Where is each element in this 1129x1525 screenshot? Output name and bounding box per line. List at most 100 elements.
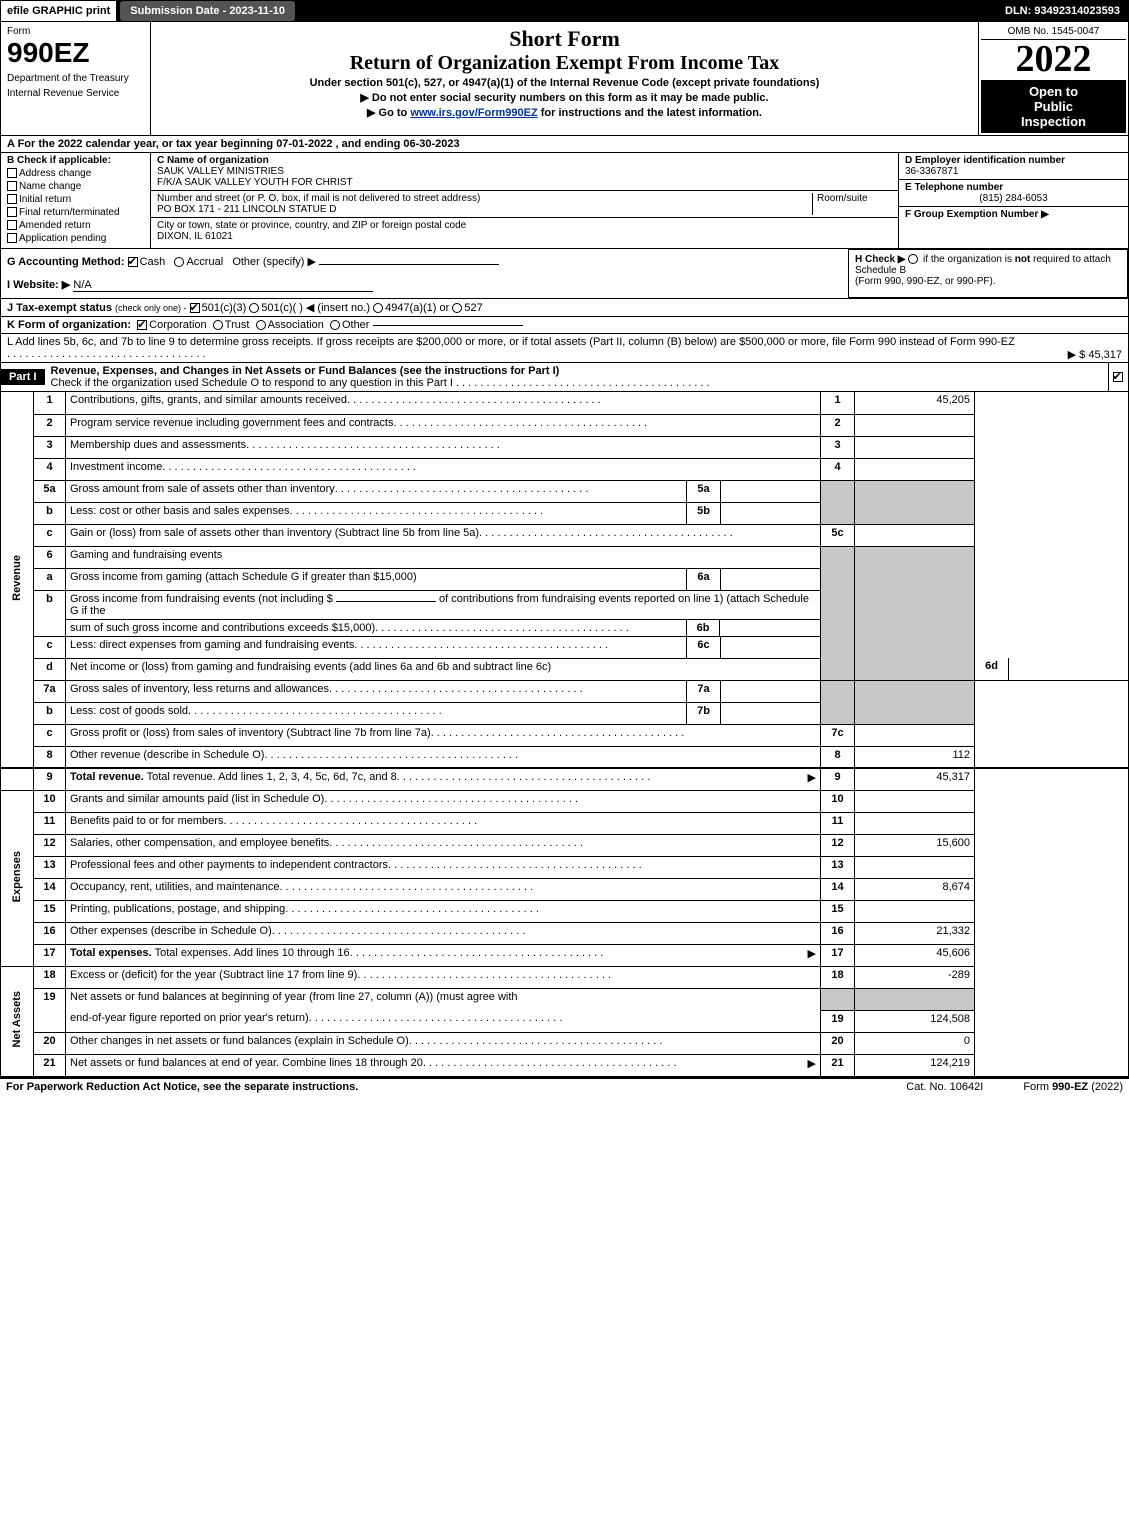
chk-amended-return[interactable]: Amended return: [7, 220, 144, 231]
line-6: 6 Gaming and fundraising events: [1, 546, 1129, 568]
submission-date: Submission Date - 2023-11-10: [120, 1, 295, 21]
val-11: [855, 812, 975, 834]
short-form-title: Short Form: [157, 26, 972, 52]
revenue-label: Revenue: [1, 392, 34, 768]
line-19b: end-of-year figure reported on prior yea…: [1, 1010, 1129, 1032]
chk-name-change[interactable]: Name change: [7, 181, 144, 192]
col-c-org: C Name of organization SAUK VALLEY MINIS…: [151, 153, 898, 248]
chk-association[interactable]: [256, 320, 266, 330]
val-19: 124,508: [855, 1010, 975, 1032]
chk-accrual[interactable]: [174, 257, 184, 267]
footer-cat: Cat. No. 10642I: [906, 1081, 983, 1093]
val-20: 0: [855, 1032, 975, 1054]
dept-treasury: Department of the Treasury: [7, 73, 144, 84]
open-l1: Open to: [985, 84, 1122, 99]
col-c-label: C Name of organization: [157, 155, 892, 166]
col-g-i: G Accounting Method: Cash Accrual Other …: [1, 249, 848, 298]
chk-application-pending[interactable]: Application pending: [7, 233, 144, 244]
val-6d: [1009, 658, 1129, 680]
part-1-label: Part I: [1, 369, 45, 385]
line-l: L Add lines 5b, 6c, and 7b to line 9 to …: [0, 334, 1129, 363]
chk-initial-return[interactable]: Initial return: [7, 194, 144, 205]
form-header: Form 990EZ Department of the Treasury In…: [0, 22, 1129, 136]
col-de: D Employer identification number 36-3367…: [898, 153, 1128, 248]
line-13: 13 Professional fees and other payments …: [1, 856, 1129, 878]
org-name-2: F/K/A SAUK VALLEY YOUTH FOR CHRIST: [157, 177, 892, 188]
line-8: 8 Other revenue (describe in Schedule O)…: [1, 746, 1129, 768]
header-center: Short Form Return of Organization Exempt…: [151, 22, 978, 135]
lines-table: Revenue 1 Contributions, gifts, grants, …: [0, 392, 1129, 1077]
val-2: [855, 414, 975, 436]
line-10: Expenses 10 Grants and similar amounts p…: [1, 790, 1129, 812]
line-9: 9 Total revenue. Total revenue. Add line…: [1, 768, 1129, 790]
efile-print-label[interactable]: efile GRAPHIC print: [1, 1, 116, 21]
header-left: Form 990EZ Department of the Treasury In…: [1, 22, 151, 135]
header-right: OMB No. 1545-0047 2022 Open to Public In…: [978, 22, 1128, 135]
instruct-pre: ▶ Go to: [367, 107, 410, 119]
phone-value: (815) 284-6053: [905, 193, 1122, 204]
val-9: 45,317: [855, 768, 975, 790]
line-21: 21 Net assets or fund balances at end of…: [1, 1054, 1129, 1076]
chk-trust[interactable]: [213, 320, 223, 330]
val-1: 45,205: [855, 392, 975, 414]
chk-4947[interactable]: [373, 303, 383, 313]
open-to-public: Open to Public Inspection: [981, 80, 1126, 133]
val-14: 8,674: [855, 878, 975, 900]
form-label: Form: [7, 26, 144, 37]
instruct-link-line: ▶ Go to www.irs.gov/Form990EZ for instru…: [157, 106, 972, 119]
part-1-title: Revenue, Expenses, and Changes in Net As…: [45, 363, 1108, 391]
website-value: N/A: [73, 279, 373, 292]
val-10: [855, 790, 975, 812]
ein-value: 36-3367871: [905, 166, 1122, 177]
section-a-dates: A For the 2022 calendar year, or tax yea…: [0, 136, 1129, 153]
chk-501c3[interactable]: [190, 303, 200, 313]
part-1-header: Part I Revenue, Expenses, and Changes in…: [0, 363, 1129, 392]
val-21: 124,219: [855, 1054, 975, 1076]
irs-link[interactable]: www.irs.gov/Form990EZ: [410, 107, 537, 119]
chk-cash[interactable]: [128, 257, 138, 267]
val-16: 21,332: [855, 922, 975, 944]
netassets-label: Net Assets: [1, 966, 34, 1076]
chk-other-org[interactable]: [330, 320, 340, 330]
line-i: I Website: ▶ N/A: [7, 278, 842, 292]
line-7a: 7a Gross sales of inventory, less return…: [1, 680, 1129, 702]
col-b-title: B Check if applicable:: [7, 155, 144, 166]
val-8: 112: [855, 746, 975, 768]
line-20: 20 Other changes in net assets or fund b…: [1, 1032, 1129, 1054]
line-g: G Accounting Method: Cash Accrual Other …: [7, 255, 842, 268]
chk-schedule-b[interactable]: [908, 254, 918, 264]
footer-left: For Paperwork Reduction Act Notice, see …: [6, 1081, 358, 1093]
room-suite-label: Room/suite: [812, 193, 892, 215]
phone-label: E Telephone number: [905, 182, 1122, 193]
page-footer: For Paperwork Reduction Act Notice, see …: [0, 1077, 1129, 1095]
box-h: H Check ▶ if the organization is not req…: [848, 249, 1128, 298]
line-1: Revenue 1 Contributions, gifts, grants, …: [1, 392, 1129, 414]
row-g-h: G Accounting Method: Cash Accrual Other …: [0, 249, 1129, 299]
group-exemption-label: F Group Exemption Number ▶: [905, 209, 1122, 220]
line-7c: c Gross profit or (loss) from sales of i…: [1, 724, 1129, 746]
chk-corporation[interactable]: [137, 320, 147, 330]
expenses-label: Expenses: [1, 790, 34, 966]
chk-address-change[interactable]: Address change: [7, 168, 144, 179]
footer-right: Form 990-EZ (2022): [1023, 1081, 1123, 1093]
chk-final-return[interactable]: Final return/terminated: [7, 207, 144, 218]
line-5a: 5a Gross amount from sale of assets othe…: [1, 480, 1129, 502]
entity-block: B Check if applicable: Address change Na…: [0, 153, 1129, 249]
addr-label: Number and street (or P. O. box, if mail…: [157, 193, 812, 204]
open-l3: Inspection: [985, 114, 1122, 129]
line-18: Net Assets 18 Excess or (deficit) for th…: [1, 966, 1129, 988]
val-18: -289: [855, 966, 975, 988]
return-title: Return of Organization Exempt From Incom…: [157, 52, 972, 75]
dept-irs: Internal Revenue Service: [7, 88, 144, 99]
open-l2: Public: [985, 99, 1122, 114]
part-1-check[interactable]: [1108, 363, 1128, 391]
line-3: 3 Membership dues and assessments 3: [1, 436, 1129, 458]
tax-year: 2022: [981, 40, 1126, 78]
chk-501c[interactable]: [249, 303, 259, 313]
subtitle: Under section 501(c), 527, or 4947(a)(1)…: [157, 77, 972, 89]
line-k: K Form of organization: Corporation Trus…: [0, 317, 1129, 334]
chk-527[interactable]: [452, 303, 462, 313]
line-16: 16 Other expenses (describe in Schedule …: [1, 922, 1129, 944]
line-2: 2 Program service revenue including gove…: [1, 414, 1129, 436]
line-j: J Tax-exempt status (check only one) - 5…: [0, 299, 1129, 317]
